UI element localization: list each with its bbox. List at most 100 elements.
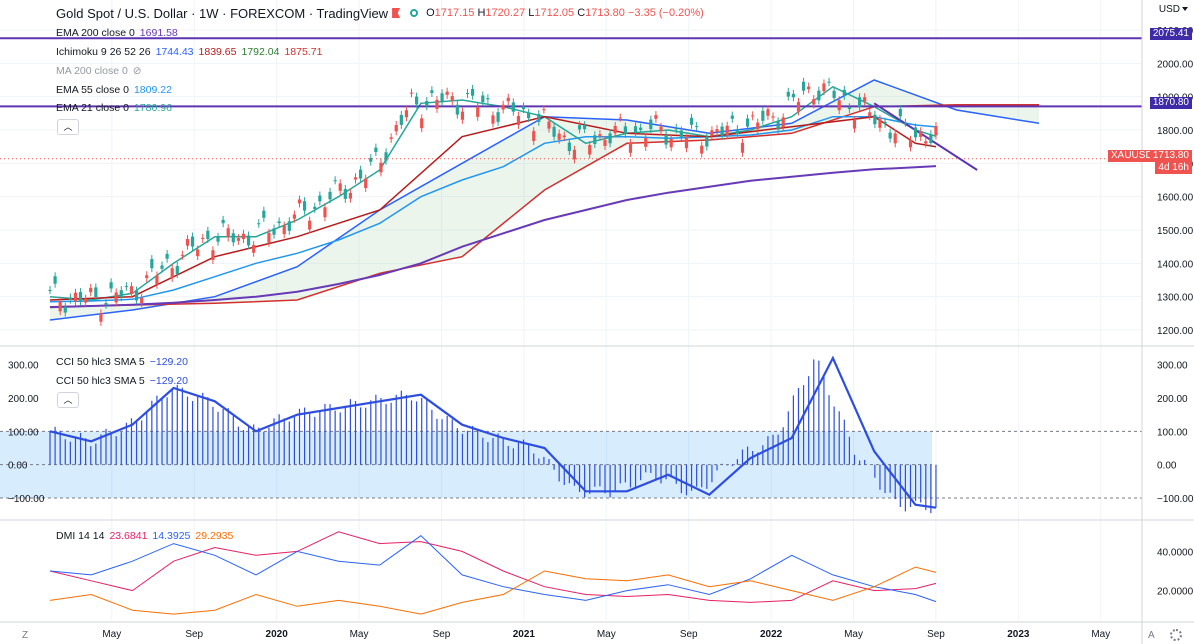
candle-body bbox=[170, 268, 174, 278]
candle-body bbox=[145, 275, 149, 279]
timezone-button[interactable]: Z bbox=[22, 630, 29, 641]
candle-body bbox=[888, 132, 892, 139]
candle-body bbox=[929, 134, 933, 144]
legend-cci-1[interactable]: CCI 50 hlc3 SMA 5 −129.20 bbox=[56, 356, 188, 368]
price-tag-2075: 2075.41 bbox=[1149, 28, 1192, 40]
trend-line bbox=[873, 102, 978, 171]
candle-body bbox=[308, 220, 312, 230]
eye-off-icon[interactable]: ⊘ bbox=[132, 65, 142, 77]
candle-body bbox=[267, 232, 271, 243]
candle-body bbox=[501, 104, 505, 110]
candle-body bbox=[323, 207, 327, 218]
candle-body bbox=[302, 201, 307, 211]
countdown-tag: 4d 16h bbox=[1155, 162, 1192, 174]
legend-ema200[interactable]: EMA 200 close 0 1691.58 bbox=[56, 27, 178, 39]
candle-body bbox=[196, 249, 200, 257]
candle-body bbox=[934, 126, 938, 136]
price-tick-label: 1600.00 bbox=[1157, 193, 1194, 204]
candle-body bbox=[552, 126, 556, 137]
candle-body bbox=[282, 225, 286, 235]
candle-body bbox=[745, 118, 750, 127]
candle-body bbox=[628, 142, 633, 153]
gear-icon[interactable] bbox=[1170, 629, 1182, 641]
candle-body bbox=[338, 183, 342, 191]
candle-body bbox=[236, 238, 240, 241]
ohlc-values: O1717.15 H1720.27 L1712.05 C1713.80 −3.3… bbox=[426, 7, 704, 19]
candle-body bbox=[348, 192, 353, 199]
candle-body bbox=[868, 112, 872, 117]
cci-tick-label-left: 200.00 bbox=[8, 394, 39, 405]
legend-ema55[interactable]: EMA 55 close 0 1809.22 bbox=[56, 84, 172, 96]
candle-body bbox=[160, 265, 164, 269]
candle-body bbox=[725, 125, 729, 135]
candle-body bbox=[226, 228, 230, 238]
candle-body bbox=[588, 145, 592, 155]
candle-body bbox=[557, 133, 561, 140]
flag-icon[interactable] bbox=[392, 8, 401, 18]
candle-body bbox=[863, 97, 867, 102]
cci-line bbox=[49, 355, 937, 509]
candle-body bbox=[445, 91, 449, 95]
candle-body bbox=[129, 286, 134, 294]
candle-body bbox=[893, 133, 897, 144]
dmi-line-2 bbox=[49, 566, 937, 615]
candle-body bbox=[68, 297, 72, 300]
cci-tick-label: 200.00 bbox=[1157, 394, 1188, 405]
price-tick-label: 2000.00 bbox=[1157, 59, 1194, 70]
candle-body bbox=[48, 290, 52, 291]
legend-ichimoku[interactable]: Ichimoku 9 26 52 26 1744.43 1839.65 1792.04… bbox=[56, 46, 323, 58]
time-tick-label: May bbox=[350, 629, 369, 640]
legend-cci-2[interactable]: CCI 50 hlc3 SMA 5 −129.20 bbox=[56, 375, 188, 387]
collapse-cci-legend-button[interactable]: ︿ bbox=[57, 392, 79, 408]
candle-body bbox=[695, 126, 699, 128]
collapse-legend-button[interactable]: ︿ bbox=[57, 119, 79, 135]
candle-body bbox=[455, 104, 459, 115]
auto-scale-button[interactable]: A bbox=[1148, 630, 1155, 641]
price-tick-label: 1200.00 bbox=[1157, 326, 1194, 337]
candle-body bbox=[700, 145, 704, 154]
candle-body bbox=[542, 109, 546, 111]
candle-body bbox=[751, 115, 755, 117]
legend-ema21[interactable]: EMA 21 close 0 1780.96 bbox=[56, 102, 172, 114]
legend-dmi[interactable]: DMI 14 14 23.6841 14.3925 29.2935 bbox=[56, 530, 234, 542]
time-tick-label: May bbox=[597, 629, 616, 640]
candle-body bbox=[134, 290, 139, 301]
legend-ma200[interactable]: MA 200 close 0 ⊘ bbox=[56, 65, 142, 77]
candle-body bbox=[241, 233, 246, 240]
dmi-line-1 bbox=[49, 535, 937, 603]
cci-tick-label-left: 300.00 bbox=[8, 361, 39, 372]
candle-body bbox=[63, 306, 67, 313]
candle-body bbox=[496, 112, 500, 122]
time-tick-label: May bbox=[844, 629, 863, 640]
candle-body bbox=[369, 157, 373, 162]
candle-body bbox=[287, 221, 291, 231]
grid bbox=[0, 0, 1142, 620]
candle-body bbox=[812, 99, 816, 105]
candle-body bbox=[99, 313, 103, 322]
price-tick-label: 1300.00 bbox=[1157, 293, 1194, 304]
candle-body bbox=[919, 131, 923, 137]
candle-body bbox=[425, 101, 429, 107]
currency-selector[interactable]: USD bbox=[1159, 4, 1188, 15]
candle-body bbox=[537, 114, 541, 122]
candle-body bbox=[822, 83, 826, 92]
candle-body bbox=[343, 188, 347, 199]
symbol-title[interactable]: Gold Spot / U.S. Dollar · 1W · FOREXCOM … bbox=[56, 5, 389, 21]
candle-body bbox=[796, 102, 801, 112]
candle-body bbox=[827, 81, 831, 83]
candle-body bbox=[898, 108, 902, 117]
candle-body bbox=[190, 236, 195, 247]
candle-body bbox=[842, 89, 846, 96]
candle-body bbox=[252, 244, 256, 253]
candle-body bbox=[185, 239, 190, 246]
candle-body bbox=[440, 93, 444, 103]
chevron-down-icon bbox=[1182, 7, 1188, 12]
candle-body bbox=[807, 86, 811, 90]
cci-tick-label: 300.00 bbox=[1157, 361, 1188, 372]
candle-body bbox=[84, 298, 88, 303]
candle-body bbox=[211, 250, 215, 260]
candle-body bbox=[633, 126, 638, 132]
candle-body bbox=[140, 297, 144, 304]
candle-body bbox=[913, 127, 918, 138]
